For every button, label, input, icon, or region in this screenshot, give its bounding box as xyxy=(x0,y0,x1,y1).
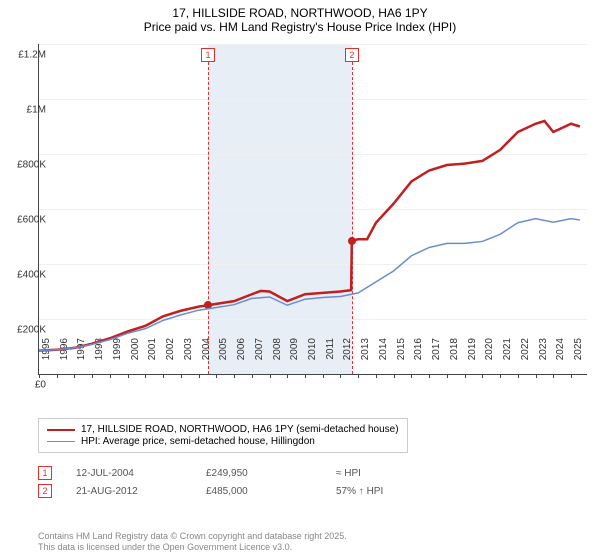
x-tick xyxy=(74,374,75,378)
x-tick xyxy=(376,374,377,378)
series-line xyxy=(39,121,580,351)
x-tick xyxy=(465,374,466,378)
legend-row: HPI: Average price, semi-detached house,… xyxy=(47,436,399,447)
x-tick xyxy=(181,374,182,378)
x-tick xyxy=(305,374,306,378)
x-tick xyxy=(411,374,412,378)
legend-label: 17, HILLSIDE ROAD, NORTHWOOD, HA6 1PY (s… xyxy=(81,424,399,435)
footer-line-2: This data is licensed under the Open Gov… xyxy=(38,542,347,554)
title-line-2: Price paid vs. HM Land Registry's House … xyxy=(0,20,600,34)
chart-title: 17, HILLSIDE ROAD, NORTHWOOD, HA6 1PY Pr… xyxy=(0,0,600,34)
legend: 17, HILLSIDE ROAD, NORTHWOOD, HA6 1PY (s… xyxy=(38,418,408,453)
legend-swatch xyxy=(47,441,75,442)
event-table-row: 2 21-AUG-2012£485,00057% ↑ HPI xyxy=(38,484,466,498)
x-tick xyxy=(536,374,537,378)
x-tick xyxy=(571,374,572,378)
plot-svg xyxy=(39,44,587,374)
x-tick xyxy=(110,374,111,378)
x-tick xyxy=(234,374,235,378)
event-table-marker: 1 xyxy=(38,466,52,480)
x-tick xyxy=(340,374,341,378)
x-tick xyxy=(429,374,430,378)
event-table-row: 1 12-JUL-2004£249,950≈ HPI xyxy=(38,466,466,480)
x-tick xyxy=(518,374,519,378)
series-line xyxy=(39,219,580,351)
x-tick xyxy=(323,374,324,378)
x-tick xyxy=(163,374,164,378)
x-tick xyxy=(39,374,40,378)
x-tick xyxy=(482,374,483,378)
event-date: 21-AUG-2012 xyxy=(76,486,206,497)
x-tick xyxy=(252,374,253,378)
event-date: 12-JUL-2004 xyxy=(76,468,206,479)
legend-swatch xyxy=(47,429,75,431)
chart-plot-area: 12 xyxy=(38,44,587,375)
x-tick xyxy=(287,374,288,378)
footer-line-1: Contains HM Land Registry data © Crown c… xyxy=(38,531,347,543)
y-tick-label: £0 xyxy=(35,380,46,391)
title-line-1: 17, HILLSIDE ROAD, NORTHWOOD, HA6 1PY xyxy=(0,6,600,20)
event-price: £485,000 xyxy=(206,486,336,497)
x-tick xyxy=(270,374,271,378)
events-table: 1 12-JUL-2004£249,950≈ HPI 2 21-AUG-2012£48… xyxy=(38,466,466,502)
legend-label: HPI: Average price, semi-detached house,… xyxy=(81,436,315,447)
x-tick xyxy=(358,374,359,378)
x-tick xyxy=(57,374,58,378)
event-change: ≈ HPI xyxy=(336,468,466,479)
x-tick xyxy=(92,374,93,378)
event-price: £249,950 xyxy=(206,468,336,479)
event-change: 57% ↑ HPI xyxy=(336,486,466,497)
x-tick xyxy=(216,374,217,378)
x-tick xyxy=(447,374,448,378)
x-tick xyxy=(145,374,146,378)
x-tick xyxy=(500,374,501,378)
footer-attribution: Contains HM Land Registry data © Crown c… xyxy=(38,531,347,554)
x-tick xyxy=(394,374,395,378)
x-tick xyxy=(199,374,200,378)
event-table-marker: 2 xyxy=(38,484,52,498)
legend-row: 17, HILLSIDE ROAD, NORTHWOOD, HA6 1PY (s… xyxy=(47,424,399,435)
x-tick xyxy=(128,374,129,378)
x-tick xyxy=(553,374,554,378)
